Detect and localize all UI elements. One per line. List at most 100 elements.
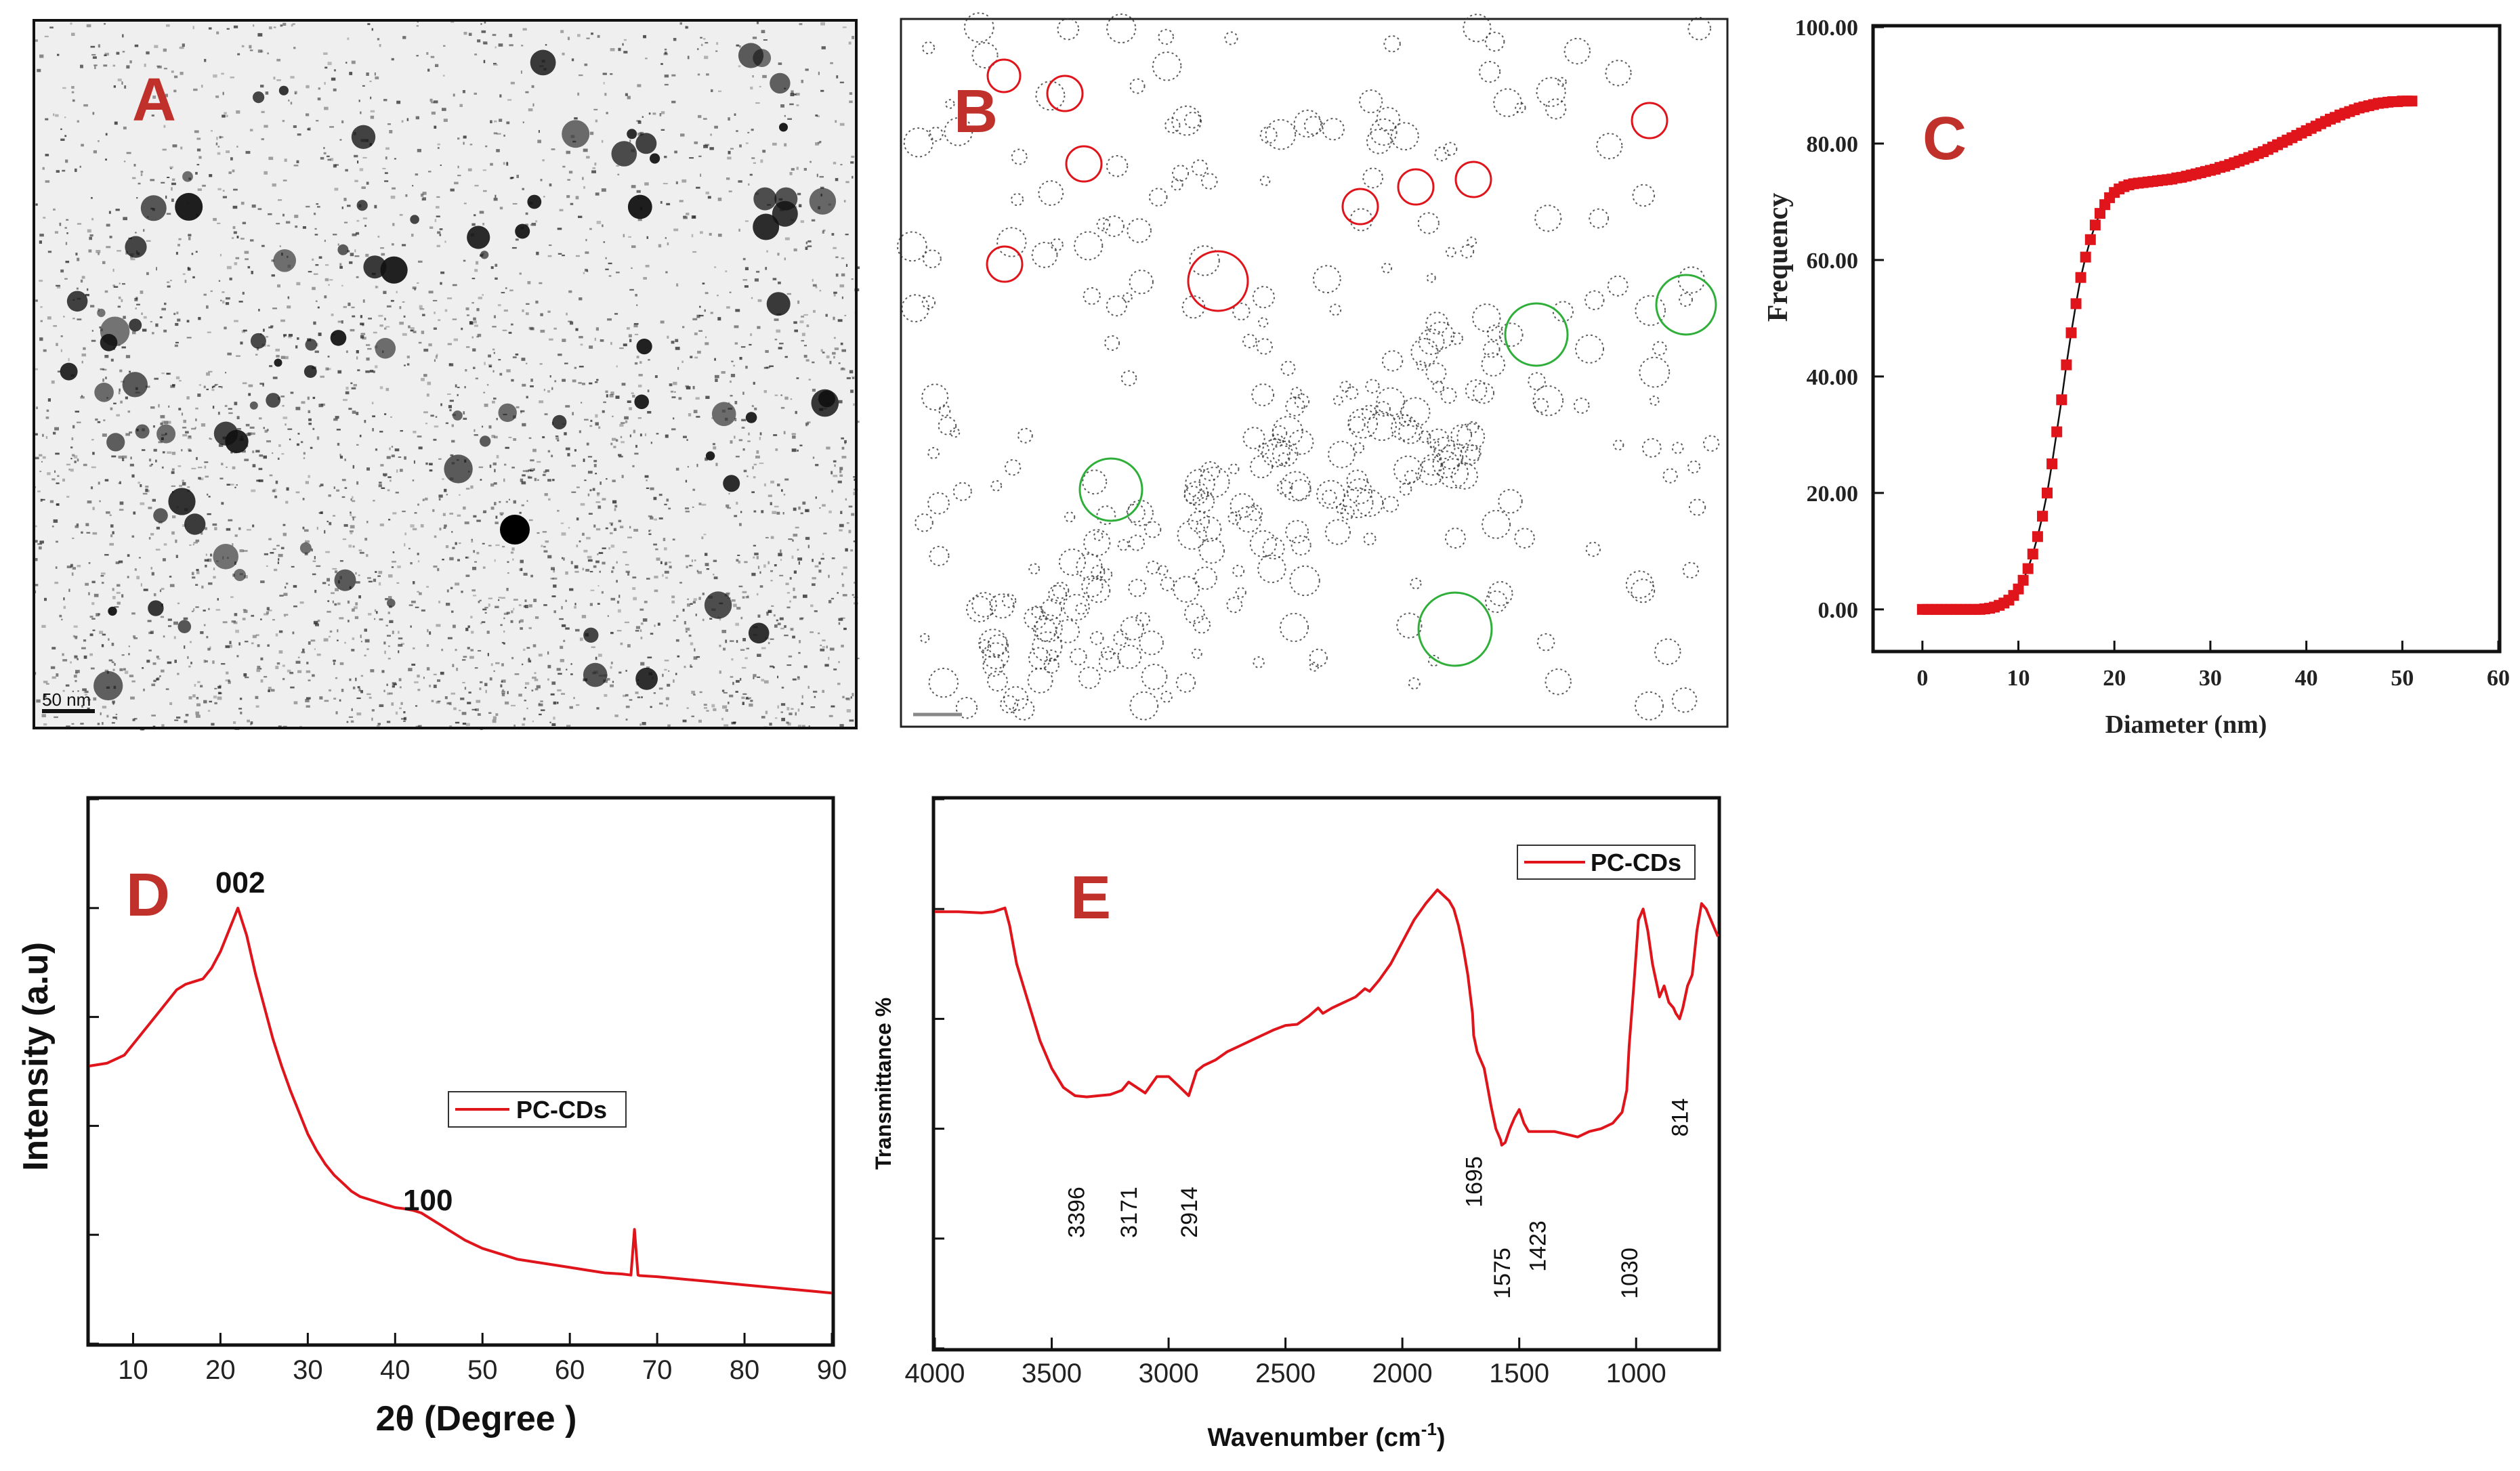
noise-speck bbox=[207, 710, 211, 712]
noise-speck bbox=[780, 406, 785, 409]
particle-outline bbox=[1285, 519, 1309, 544]
noise-speck bbox=[775, 448, 778, 451]
noise-speck bbox=[398, 456, 402, 458]
noise-speck bbox=[374, 205, 377, 209]
noise-speck bbox=[217, 146, 220, 148]
noise-speck bbox=[839, 81, 844, 83]
noise-speck bbox=[385, 147, 390, 150]
noise-speck bbox=[500, 513, 503, 516]
noise-speck bbox=[188, 449, 192, 452]
noise-speck bbox=[503, 612, 509, 615]
noise-speck bbox=[730, 640, 734, 642]
noise-speck bbox=[776, 619, 778, 622]
noise-speck bbox=[805, 247, 808, 250]
noise-speck bbox=[751, 491, 755, 494]
nanoparticle bbox=[106, 433, 125, 452]
particle-outline bbox=[1033, 618, 1057, 642]
noise-speck bbox=[547, 390, 551, 393]
noise-speck bbox=[543, 471, 547, 473]
noise-speck bbox=[243, 329, 247, 332]
noise-speck bbox=[313, 620, 318, 624]
noise-speck bbox=[333, 164, 337, 168]
noise-speck bbox=[417, 560, 420, 563]
particle-outline bbox=[1082, 469, 1108, 495]
noise-speck bbox=[820, 648, 825, 652]
noise-speck bbox=[555, 437, 560, 440]
noise-speck bbox=[125, 433, 130, 436]
noise-speck bbox=[56, 284, 60, 286]
noise-speck bbox=[696, 656, 700, 658]
noise-speck bbox=[356, 232, 360, 235]
noise-speck bbox=[169, 280, 172, 282]
noise-speck bbox=[799, 617, 803, 620]
noise-speck bbox=[308, 410, 311, 413]
noise-speck bbox=[444, 309, 448, 312]
particle-outline bbox=[1289, 565, 1320, 597]
noise-speck bbox=[757, 654, 761, 657]
particle-outline bbox=[1083, 287, 1101, 305]
noise-speck bbox=[623, 551, 627, 553]
noise-speck bbox=[846, 522, 849, 524]
noise-speck bbox=[206, 372, 210, 376]
noise-speck bbox=[41, 624, 46, 628]
noise-speck bbox=[432, 509, 435, 512]
noise-speck bbox=[463, 135, 467, 139]
noise-speck bbox=[524, 700, 526, 702]
noise-speck bbox=[820, 186, 824, 189]
noise-speck bbox=[825, 314, 828, 317]
particle-outline bbox=[1294, 393, 1310, 409]
particle-outline bbox=[922, 41, 936, 55]
particle-outline bbox=[990, 479, 1003, 492]
noise-speck bbox=[283, 335, 285, 338]
x-tick-label: 60 bbox=[2487, 666, 2510, 691]
noise-speck bbox=[583, 459, 585, 463]
noise-speck bbox=[550, 578, 554, 580]
noise-speck bbox=[845, 263, 848, 267]
noise-speck bbox=[838, 400, 843, 404]
noise-speck bbox=[436, 196, 440, 198]
noise-speck bbox=[761, 30, 765, 33]
noise-speck bbox=[605, 268, 609, 270]
particle-outline bbox=[1146, 560, 1160, 575]
noise-speck bbox=[435, 355, 438, 359]
particle-outline bbox=[1265, 119, 1297, 150]
noise-speck bbox=[833, 356, 835, 359]
noise-speck bbox=[217, 188, 222, 190]
noise-speck bbox=[521, 358, 526, 361]
noise-speck bbox=[665, 237, 667, 239]
noise-speck bbox=[421, 378, 425, 381]
noise-speck bbox=[597, 505, 602, 509]
noise-speck bbox=[332, 568, 337, 570]
noise-speck bbox=[605, 390, 608, 393]
noise-speck bbox=[476, 551, 480, 555]
noise-speck bbox=[610, 666, 612, 669]
noise-speck bbox=[753, 510, 757, 513]
noise-speck bbox=[315, 264, 319, 266]
noise-speck bbox=[231, 620, 236, 623]
noise-speck bbox=[213, 217, 217, 221]
noise-speck bbox=[305, 481, 309, 484]
particle-outline bbox=[1041, 598, 1063, 620]
noise-speck bbox=[303, 457, 306, 459]
noise-speck bbox=[602, 72, 607, 75]
noise-speck bbox=[773, 434, 778, 436]
noise-speck bbox=[35, 203, 38, 206]
noise-speck bbox=[119, 481, 121, 484]
noise-speck bbox=[625, 694, 629, 697]
peak-label: 1575 bbox=[1490, 1248, 1515, 1299]
noise-speck bbox=[774, 717, 778, 719]
noise-speck bbox=[598, 654, 602, 657]
noise-speck bbox=[357, 686, 360, 689]
noise-speck bbox=[366, 357, 370, 361]
noise-speck bbox=[635, 630, 639, 632]
noise-speck bbox=[62, 689, 65, 692]
noise-speck bbox=[260, 657, 264, 660]
noise-speck bbox=[352, 496, 354, 499]
noise-speck bbox=[412, 528, 417, 530]
noise-speck bbox=[580, 343, 583, 346]
noise-speck bbox=[688, 413, 692, 417]
noise-speck bbox=[310, 639, 316, 642]
noise-speck bbox=[628, 236, 631, 238]
nanoparticle bbox=[480, 435, 491, 447]
noise-speck bbox=[339, 662, 344, 665]
